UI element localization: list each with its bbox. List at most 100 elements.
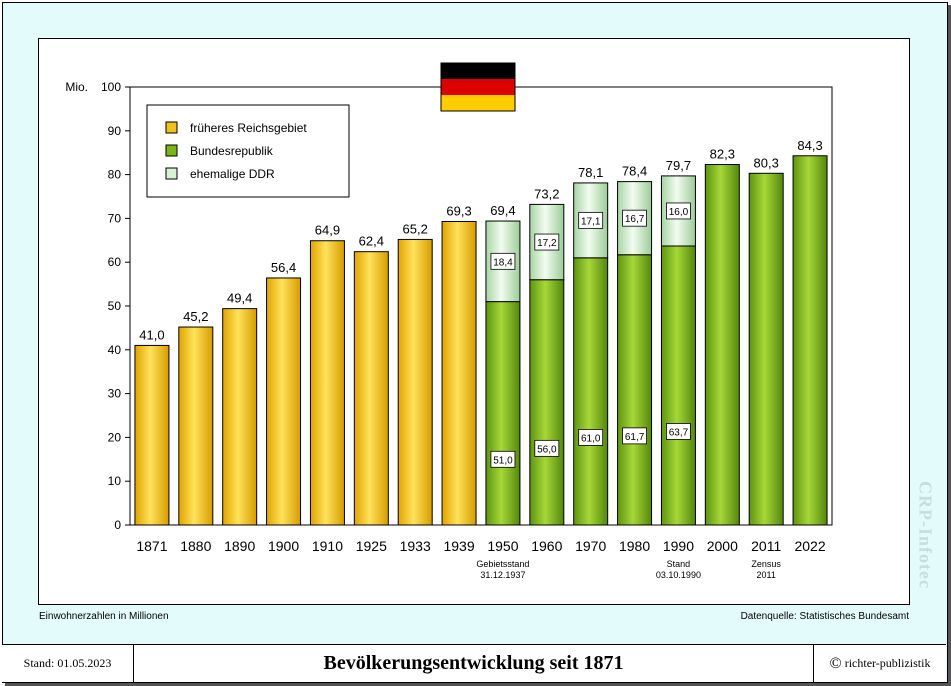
legend-box xyxy=(146,104,350,198)
total-label: 62,4 xyxy=(359,234,384,249)
annotation-line: Stand xyxy=(667,559,691,569)
chart-panel: 0 10 20 30 40 50 60 70 80 90 100 Mio. 41,0 45,2 49,4 5… xyxy=(38,38,910,622)
bar-reichsgebiet xyxy=(134,344,170,526)
x-tick-label: 1925 xyxy=(356,538,387,554)
x-axis: 1871 1880 1890 1900 1910 1925 1933 1939 1950 1960… xyxy=(136,538,825,554)
page-title: Bevölkerungsentwicklung seit 1871 xyxy=(134,645,814,682)
x-tick-label: 1890 xyxy=(224,538,255,554)
total-label: 79,7 xyxy=(666,158,691,173)
bar-reichsgebiet xyxy=(222,308,258,526)
y-tick-label: 100 xyxy=(101,80,121,94)
y-tick-label: 70 xyxy=(108,211,122,225)
y-tick-label: 0 xyxy=(114,518,121,532)
segment-label-box xyxy=(578,428,604,446)
bar-reichsgebiet xyxy=(266,277,302,526)
x-tick-label: 1910 xyxy=(312,538,343,554)
x-tick-label: 1970 xyxy=(575,538,606,554)
bar-bundesrepublik xyxy=(748,172,784,526)
total-label: 49,4 xyxy=(227,291,252,306)
flag-stripe xyxy=(441,95,515,111)
legend-swatch xyxy=(165,121,178,134)
x-tick-label: 1880 xyxy=(180,538,211,554)
legend-swatch xyxy=(165,144,178,157)
y-tick-label: 90 xyxy=(108,124,122,138)
annotation-line: Gebietsstand xyxy=(476,559,529,569)
y-tick-label: 80 xyxy=(108,168,122,182)
total-label: 73,2 xyxy=(534,186,559,201)
flag-stripe xyxy=(441,63,515,79)
total-label: 78,4 xyxy=(622,164,647,179)
y-tick-label: 40 xyxy=(108,343,122,357)
total-label: 64,9 xyxy=(315,223,340,238)
segment-label: 51,0 xyxy=(493,455,513,466)
segment-label-box xyxy=(622,427,647,445)
bar-reichsgebiet xyxy=(309,240,345,526)
total-label: 69,3 xyxy=(446,203,471,218)
segment-label: 18,4 xyxy=(493,257,513,268)
legend-label: ehemalige DDR xyxy=(190,167,275,181)
segment-label-box xyxy=(666,202,691,220)
footnote-left: Einwohnerzahlen in Millionen xyxy=(39,611,169,622)
segment-label-box xyxy=(534,233,560,251)
copyright-text: richter-publizistik xyxy=(844,656,931,670)
legend-label: Bundesrepublik xyxy=(190,144,274,158)
segment-label: 61,7 xyxy=(625,432,645,443)
segment-label-box xyxy=(490,450,516,468)
total-label: 56,4 xyxy=(271,260,296,275)
bar-bundesrepublik xyxy=(660,245,696,526)
watermark: CRP-Infotec xyxy=(912,460,938,610)
total-label: 78,1 xyxy=(578,165,603,180)
segment-label-box xyxy=(534,439,560,457)
segment-label: 17,2 xyxy=(537,238,557,249)
bar-bundesrepublik xyxy=(485,301,521,526)
flag-border xyxy=(440,62,516,112)
data-labels: 41,0 45,2 49,4 56,4 64,9 62,4 65,2 69,3 69,4 73,2… xyxy=(139,138,823,468)
footer-bar: Stand: 01.05.2023 Bevölkerungsentwicklun… xyxy=(2,644,946,682)
y-tick-label: 50 xyxy=(108,299,122,313)
total-label: 41,0 xyxy=(139,327,164,342)
y-axis-label: Mio. xyxy=(65,80,88,94)
bar-bundesrepublik xyxy=(573,257,609,526)
bar-reichsgebiet xyxy=(353,251,389,526)
annotation-line: 31.12.1937 xyxy=(480,570,525,580)
segment-label-box xyxy=(490,252,516,270)
watermark-text: CRP-Infotec xyxy=(915,481,936,589)
bar-bundesrepublik xyxy=(617,254,653,526)
legend-swatch xyxy=(165,167,178,180)
x-tick-label: 1871 xyxy=(136,538,167,554)
date-stamp: Stand: 01.05.2023 xyxy=(2,645,134,682)
bar-bundesrepublik xyxy=(704,164,740,526)
segment-label: 16,0 xyxy=(669,207,689,218)
x-tick-label: 1960 xyxy=(531,538,562,554)
total-label: 69,4 xyxy=(490,203,515,218)
segment-label-box xyxy=(666,423,691,440)
x-tick-label: 1990 xyxy=(663,538,694,554)
total-label: 84,3 xyxy=(797,138,822,153)
segment-label: 63,7 xyxy=(669,427,689,438)
bar-bundesrepublik xyxy=(529,279,565,526)
segment-label: 56,0 xyxy=(537,444,557,455)
annotation-line: 03.10.1990 xyxy=(656,570,701,580)
annotation-line: Zensus xyxy=(751,559,781,569)
x-tick-label: 1933 xyxy=(400,538,431,554)
copyright-icon: © xyxy=(829,654,842,672)
segment-label-box xyxy=(578,211,604,229)
x-tick-label: 1939 xyxy=(443,538,474,554)
legend: früheres Reichsgebiet Bundesrepublik ehema… xyxy=(146,104,350,198)
flag-stripe xyxy=(441,79,515,95)
x-tick-label: 1980 xyxy=(619,538,650,554)
bars xyxy=(134,155,828,526)
bar-reichsgebiet xyxy=(397,238,433,526)
segment-label: 61,0 xyxy=(581,433,601,444)
annotation-line: 2011 xyxy=(757,570,776,580)
x-tick-label: 2011 xyxy=(751,538,781,554)
germany-flag-icon xyxy=(440,62,516,112)
copyright: © richter-publizistik xyxy=(814,645,946,682)
y-tick-label: 10 xyxy=(108,474,122,488)
footnote-right: Datenquelle: Statistisches Bundesamt xyxy=(740,611,909,622)
bar-reichsgebiet xyxy=(441,220,477,526)
total-label: 80,3 xyxy=(754,155,779,170)
legend-label: früheres Reichsgebiet xyxy=(190,121,307,135)
x-tick-label: 1950 xyxy=(487,538,518,554)
